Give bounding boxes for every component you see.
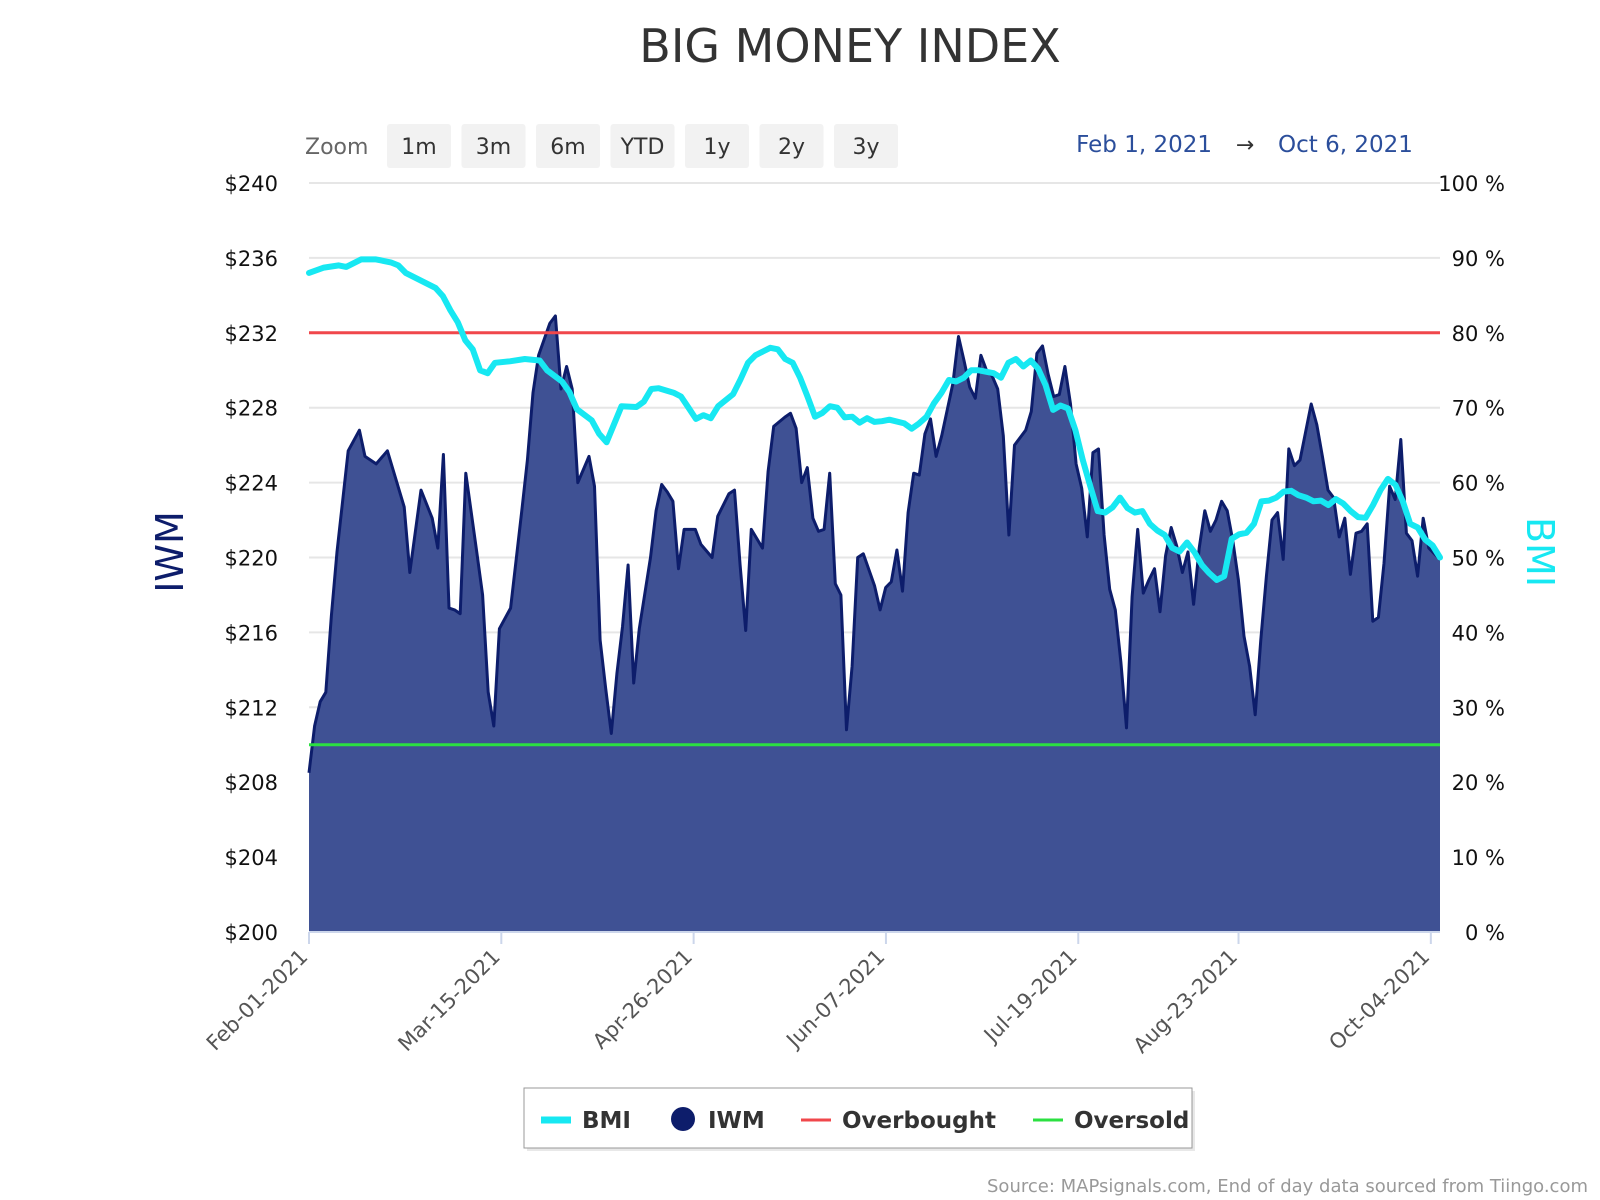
right-tick-label: 50 % (1452, 547, 1505, 571)
zoom-button-1y[interactable]: 1y (685, 124, 749, 168)
legend: BMI IWM Overbought Oversold (523, 1087, 1195, 1151)
zoom-button-label: 2y (778, 135, 805, 160)
date-range-to[interactable]: Oct 6, 2021 (1278, 132, 1413, 158)
chart-title: BIG MONEY INDEX (639, 19, 1060, 73)
x-tick-label: Jun-07-2021 (780, 945, 889, 1054)
left-axis-title: IWM (148, 511, 192, 593)
bmi-line (306, 256, 1443, 583)
zoom-button-bg (685, 124, 749, 168)
zoom-button-1m[interactable]: 1m (387, 124, 451, 168)
x-tick-label: Aug-23-2021 (1129, 945, 1242, 1058)
zoom-button-bg (759, 124, 824, 168)
zoom-button-label: 1y (703, 135, 730, 160)
right-tick-label: 30 % (1452, 696, 1505, 720)
legend-oversold-label: Oversold (1074, 1108, 1189, 1134)
zoom-button-bg (610, 124, 675, 168)
legend-item-iwm[interactable]: IWM (671, 1107, 765, 1134)
left-tick-label: $232 (225, 322, 278, 346)
zoom-button-6m[interactable]: 6m (536, 124, 600, 168)
x-tick-label: Jul-19-2021 (978, 945, 1082, 1049)
left-tick-label: $204 (225, 846, 278, 870)
legend-item-oversold[interactable]: Oversold (1033, 1108, 1189, 1134)
right-tick-label: 60 % (1452, 472, 1505, 496)
x-tick-label: Mar-15-2021 (393, 945, 504, 1056)
right-tick-label: 40 % (1452, 621, 1505, 645)
legend-iwm-label: IWM (708, 1108, 765, 1134)
iwm-line (307, 314, 1442, 773)
right-tick-label: 20 % (1452, 771, 1505, 795)
iwm-area (309, 315, 1440, 932)
left-tick-label: $200 (225, 921, 278, 945)
left-tick-label: $216 (225, 621, 278, 645)
zoom-label: Zoom (305, 135, 368, 160)
right-axis-title: BMI (1518, 517, 1562, 587)
right-tick-label: 80 % (1452, 322, 1505, 346)
left-tick-label: $240 (225, 172, 278, 196)
zoom-button-2y[interactable]: 2y (759, 124, 824, 168)
source-credit[interactable]: Source: MAPsignals.com, End of day data … (987, 1176, 1588, 1197)
zoom-button-label: 6m (550, 135, 585, 160)
zoom-button-3m[interactable]: 3m (461, 124, 526, 168)
zoom-button-3y[interactable]: 3y (834, 124, 898, 168)
date-range-from[interactable]: Feb 1, 2021 (1076, 132, 1212, 158)
legend-overbought-label: Overbought (842, 1108, 996, 1134)
zoom-button-label: 1m (401, 135, 436, 160)
zoom-button-group: 1m 3m 6m YTD 1y 2y 3y (387, 124, 898, 168)
zoom-button-label: 3m (476, 135, 511, 160)
legend-bmi-label: BMI (582, 1108, 631, 1134)
right-tick-label: 100 % (1438, 172, 1505, 196)
left-tick-label: $208 (225, 771, 278, 795)
x-axis: Feb-01-2021 Mar-15-2021 Apr-26-2021 Jun-07-… (202, 932, 1434, 1058)
zoom-button-label: 3y (852, 135, 879, 160)
x-tick-label: Apr-26-2021 (588, 945, 697, 1054)
left-tick-label: $220 (225, 547, 278, 571)
legend-iwm-swatch (671, 1107, 695, 1131)
zoom-button-bg (461, 124, 526, 168)
date-range-arrow: → (1236, 133, 1254, 158)
zoom-button-bg (536, 124, 600, 168)
right-tick-label: 70 % (1452, 397, 1505, 421)
right-tick-label: 90 % (1452, 247, 1505, 271)
left-tick-label: $236 (225, 247, 278, 271)
right-tick-label: 10 % (1452, 846, 1505, 870)
left-tick-label: $224 (225, 472, 278, 496)
x-tick-label: Oct-04-2021 (1324, 945, 1434, 1055)
legend-item-bmi[interactable]: BMI (541, 1108, 631, 1134)
right-tick-label: 0 % (1465, 921, 1505, 945)
zoom-button-bg (834, 124, 898, 168)
left-tick-label: $212 (225, 696, 278, 720)
zoom-button-bg (387, 124, 451, 168)
left-axis: $200 $204 $208 $212 $216 $220 $224 $228 $232 $236… (225, 172, 278, 945)
zoom-button-label: YTD (620, 135, 665, 160)
left-tick-label: $228 (225, 397, 278, 421)
right-axis: 0 % 10 % 20 % 30 % 40 % 50 % 60 % 70 % 80 % 90 % 1… (1438, 172, 1505, 945)
legend-item-overbought[interactable]: Overbought (801, 1108, 996, 1134)
x-tick-label: Feb-01-2021 (202, 945, 313, 1056)
zoom-button-ytd[interactable]: YTD (610, 124, 675, 168)
